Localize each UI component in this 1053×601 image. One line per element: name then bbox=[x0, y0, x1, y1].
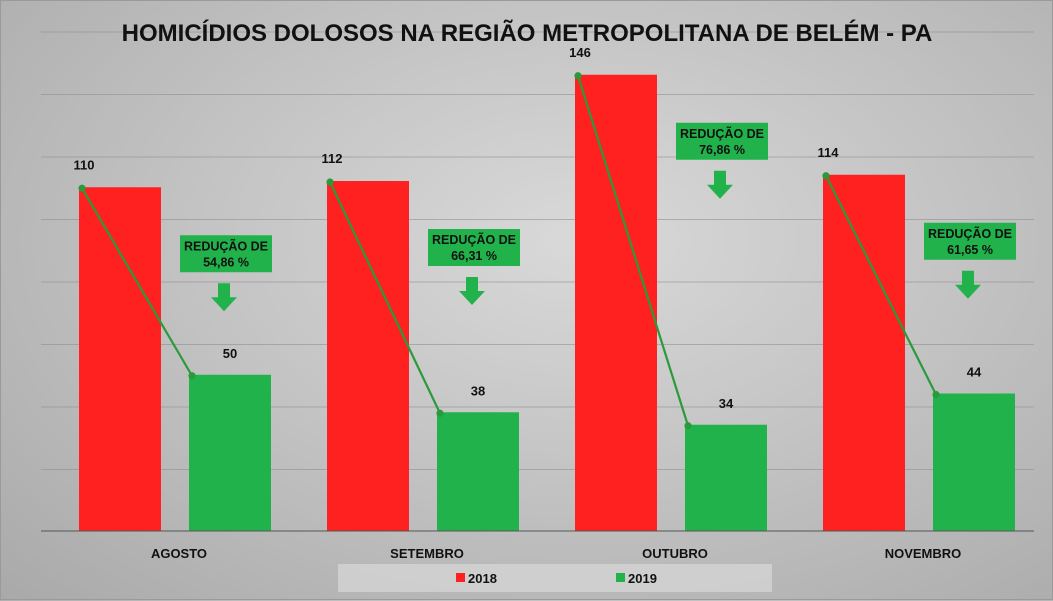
trend-point bbox=[188, 372, 196, 380]
category-label: NOVEMBRO bbox=[885, 546, 962, 561]
reduction-percent: 61,65 % bbox=[947, 243, 993, 257]
legend: 2018 2019 bbox=[338, 564, 772, 592]
reduction-box bbox=[180, 235, 272, 273]
legend-label-2018: 2018 bbox=[468, 571, 497, 586]
trend-point bbox=[932, 390, 940, 399]
category-label: OUTUBRO bbox=[642, 546, 708, 561]
value-label-2019: 50 bbox=[223, 346, 237, 361]
trend-point bbox=[436, 409, 444, 417]
reduction-box bbox=[428, 229, 520, 266]
legend-background bbox=[338, 564, 772, 592]
value-label-2018: 110 bbox=[74, 157, 95, 172]
trend-line bbox=[825, 175, 937, 395]
value-label-2019: 38 bbox=[471, 383, 485, 398]
trend-point bbox=[78, 184, 86, 192]
reduction-box bbox=[924, 222, 1016, 260]
reduction-label: REDUÇÃO DE bbox=[184, 238, 268, 253]
reduction-box bbox=[676, 122, 768, 160]
legend-label-2019: 2019 bbox=[628, 571, 657, 586]
reduction-label: REDUÇÃO DE bbox=[432, 232, 516, 247]
bar-2018-outubro bbox=[575, 74, 657, 531]
bar-2019-novembro bbox=[933, 393, 1015, 531]
trend-line bbox=[329, 181, 441, 414]
reduction-label: REDUÇÃO DE bbox=[928, 226, 1012, 241]
trend-point bbox=[574, 72, 582, 80]
category-label: SETEMBRO bbox=[390, 546, 464, 561]
bar-2018-novembro bbox=[823, 174, 905, 531]
reduction-label: REDUÇÃO DE bbox=[680, 126, 764, 141]
down-arrow-icon bbox=[211, 283, 237, 312]
reduction-percent: 76,86 % bbox=[699, 143, 745, 157]
bar-2019-agosto bbox=[189, 374, 271, 531]
trend-point bbox=[684, 422, 692, 430]
value-label-2018: 112 bbox=[322, 151, 343, 166]
value-label-2019: 44 bbox=[967, 365, 982, 380]
data-labels: 110 50 112 38 146 34 114 44 bbox=[74, 45, 982, 411]
down-arrow-icon bbox=[707, 170, 733, 199]
value-label-2019: 34 bbox=[719, 396, 734, 411]
trend-point bbox=[822, 172, 830, 180]
down-arrow-icon bbox=[459, 277, 485, 305]
value-label-2018: 146 bbox=[569, 45, 591, 60]
bar-2018-setembro bbox=[327, 181, 409, 531]
reduction-percent: 66,31 % bbox=[451, 249, 497, 263]
x-axis: AGOSTO SETEMBRO OUTUBRO NOVEMBRO bbox=[41, 530, 1034, 561]
down-arrow-icon bbox=[955, 270, 981, 299]
trend-line bbox=[576, 75, 690, 427]
bars bbox=[79, 74, 1015, 531]
trend-line bbox=[81, 187, 193, 377]
value-label-2018: 114 bbox=[818, 145, 840, 160]
chart-title: HOMICÍDIOS DOLOSOS NA REGIÃO METROPOLITA… bbox=[122, 19, 933, 47]
trend-lines bbox=[78, 72, 940, 430]
bar-2019-setembro bbox=[437, 412, 519, 531]
trend-point bbox=[326, 178, 334, 186]
bar-2019-outubro bbox=[685, 424, 767, 531]
legend-swatch-2018 bbox=[456, 573, 465, 582]
reduction-annotations: REDUÇÃO DE 54,86 % REDUÇÃO DE 66,31 % REDUÇÃ… bbox=[180, 122, 1016, 312]
category-label: AGOSTO bbox=[151, 546, 207, 561]
bar-2018-agosto bbox=[79, 187, 161, 531]
reduction-percent: 54,86 % bbox=[203, 255, 249, 269]
legend-swatch-2019 bbox=[616, 573, 625, 582]
